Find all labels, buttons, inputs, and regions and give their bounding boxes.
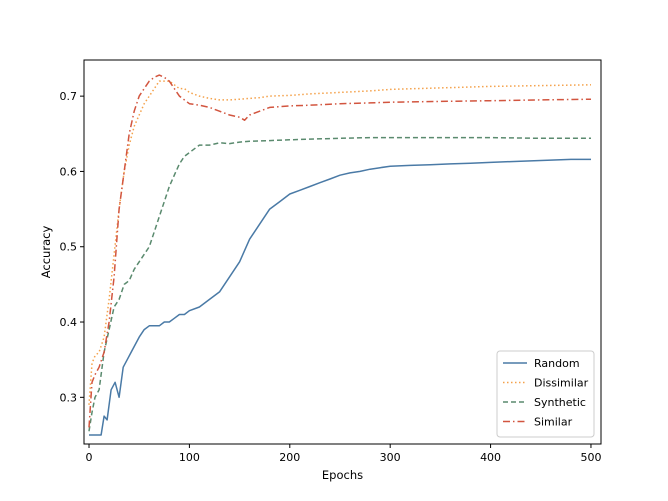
x-tick-label: 100 bbox=[179, 451, 200, 464]
legend-box bbox=[496, 350, 595, 438]
series-line-synthetic bbox=[88, 136, 591, 432]
y-tick-label: 0.7 bbox=[60, 90, 78, 103]
legend-label-synthetic: Synthetic bbox=[534, 396, 586, 409]
x-axis-label: Epochs bbox=[322, 468, 363, 482]
y-tick-label: 0.3 bbox=[60, 391, 78, 404]
y-tick-label: 0.6 bbox=[60, 165, 78, 178]
plot-frame bbox=[83, 59, 602, 445]
series-layer bbox=[88, 74, 592, 436]
legend-label-similar: Similar bbox=[534, 416, 573, 429]
x-tick-label: 300 bbox=[380, 451, 401, 464]
y-tick-label: 0.4 bbox=[60, 316, 78, 329]
x-tick-label: 500 bbox=[580, 451, 601, 464]
x-tick-label: 200 bbox=[279, 451, 300, 464]
legend-label-random: Random bbox=[534, 357, 580, 370]
y-axis-ticks: 0.3 0.4 0.5 0.6 0.7 bbox=[60, 90, 84, 404]
y-tick-label: 0.5 bbox=[60, 241, 78, 254]
x-axis-ticks: 0 100 200 300 400 500 bbox=[86, 444, 601, 464]
y-axis-label: Accuracy bbox=[39, 226, 53, 279]
x-tick-label: 0 bbox=[86, 451, 93, 464]
series-line-random bbox=[89, 158, 591, 436]
legend: Random Dissimilar Synthetic Similar bbox=[496, 350, 595, 438]
x-tick-label: 400 bbox=[480, 451, 501, 464]
legend-label-dissimilar: Dissimilar bbox=[534, 377, 589, 390]
